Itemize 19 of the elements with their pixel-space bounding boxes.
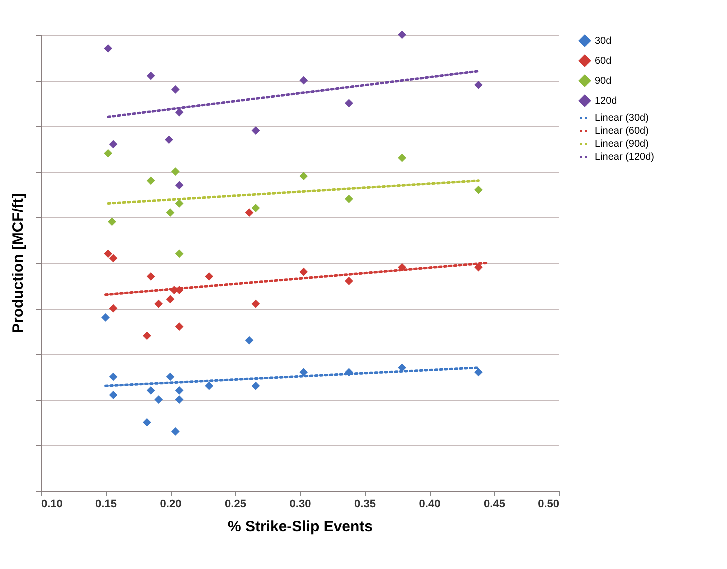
x-tick-label: 0.30 bbox=[290, 498, 312, 510]
legend-label: Linear (30d) bbox=[595, 113, 649, 124]
legend-label: 90d bbox=[595, 76, 612, 87]
legend-label: 30d bbox=[595, 36, 612, 47]
legend-label: Linear (120d) bbox=[595, 152, 654, 163]
x-axis-title: % Strike-Slip Events bbox=[228, 518, 374, 536]
x-tick-label: 0.20 bbox=[160, 498, 182, 510]
legend-label: 60d bbox=[595, 56, 612, 67]
x-tick-label: 0.35 bbox=[354, 498, 376, 510]
x-tick-label: 0.45 bbox=[484, 498, 506, 510]
legend-label: Linear (90d) bbox=[595, 139, 649, 150]
y-axis-title: Production [MCF/ft] bbox=[10, 194, 27, 334]
x-tick-label: 0.25 bbox=[225, 498, 246, 510]
x-tick-label: 0.40 bbox=[419, 498, 441, 510]
x-tick-label: 0.15 bbox=[96, 498, 117, 510]
legend-label: 120d bbox=[595, 96, 618, 107]
x-tick-label: 0.10 bbox=[42, 498, 63, 510]
legend-label: Linear (60d) bbox=[595, 126, 649, 137]
x-tick-label: 0.50 bbox=[538, 498, 560, 510]
